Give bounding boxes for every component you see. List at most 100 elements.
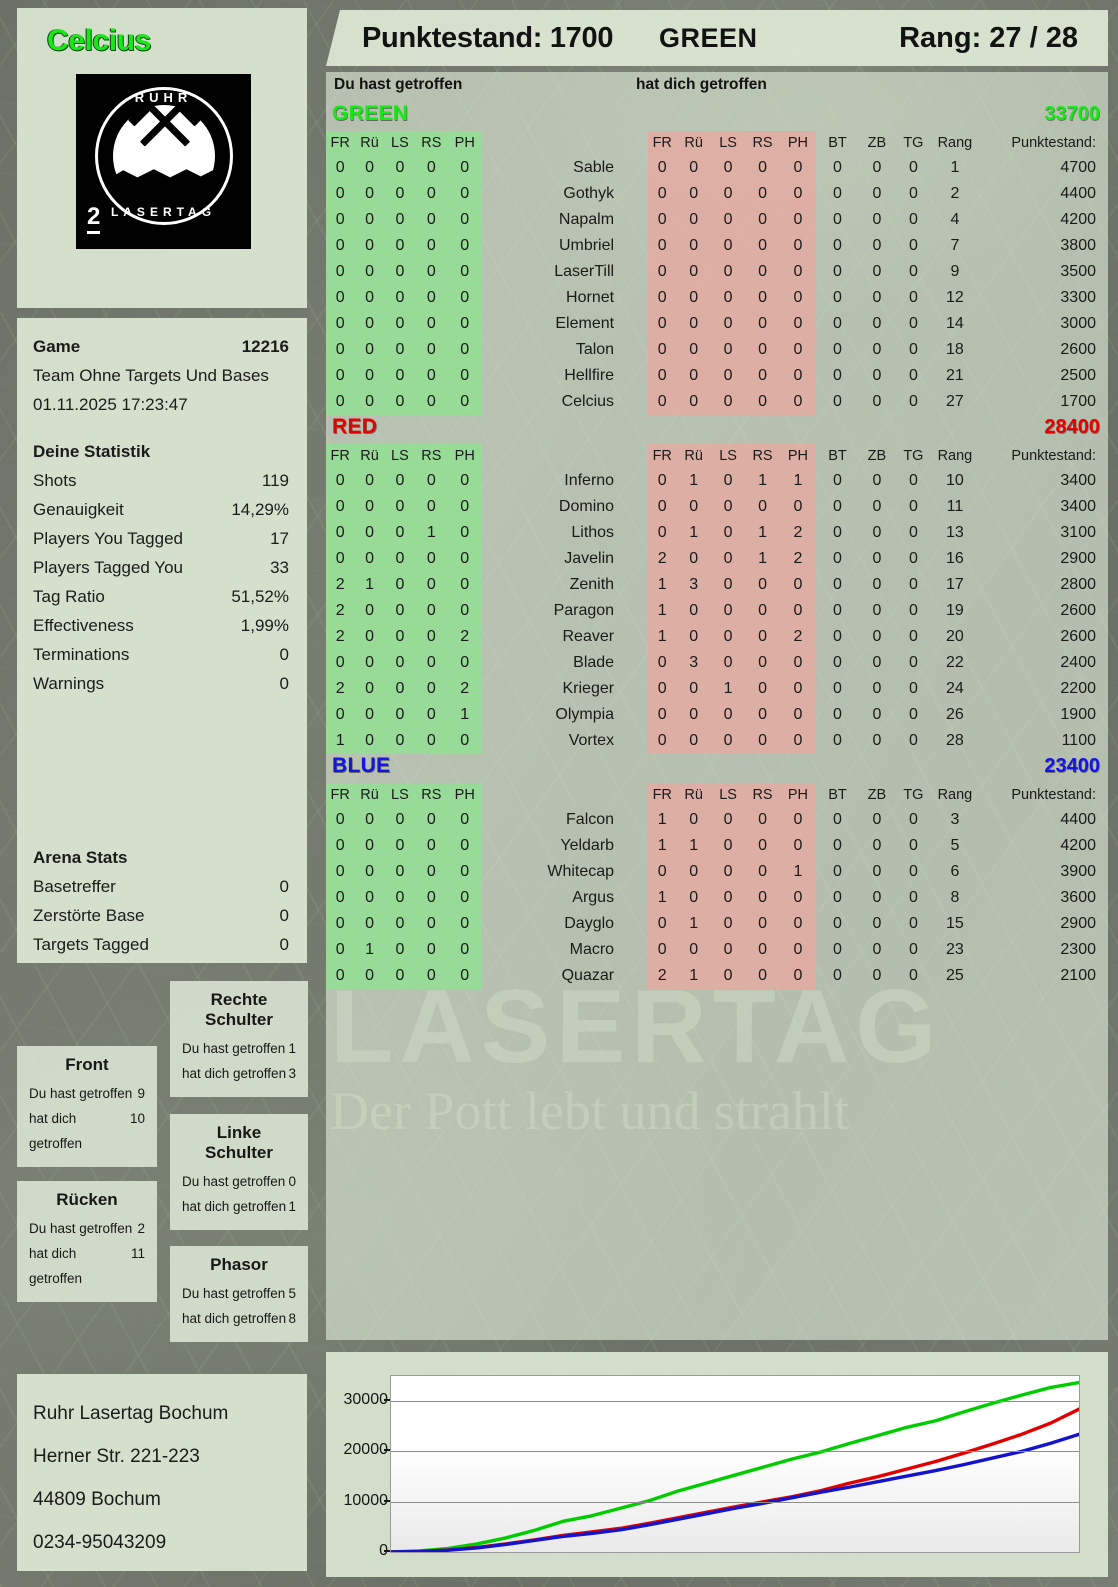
th-right-FR: FR	[648, 131, 677, 155]
cell-left: 0	[384, 389, 416, 415]
th-left-PH: PH	[447, 783, 482, 807]
cell-extra: 0	[908, 915, 918, 932]
cell-left: 0	[326, 363, 355, 389]
zone-hit-row: Du hast getroffen 5	[182, 1281, 296, 1306]
cell-right: 0	[745, 885, 780, 911]
player-name: Celcius	[47, 24, 151, 57]
logo-number: 2	[87, 205, 101, 234]
cell-points: 4700	[1060, 159, 1096, 176]
cell-left: 0	[447, 233, 482, 259]
cell-left: 0	[447, 207, 482, 233]
table-row[interactable]: 2 0 0 0 0 Paragon 1 0 0 0 0 0 0 0 19 2600	[326, 598, 1108, 624]
table-row[interactable]: 0 0 0 0 0 Whitecap 0 0 0 0 1 0 0 0 6 3900	[326, 859, 1108, 885]
table-row[interactable]: 0 0 0 0 0 Javelin 2 0 0 1 2 0 0 0 16 2900	[326, 546, 1108, 572]
table-row[interactable]: 2 0 0 0 2 Reaver 1 0 0 0 2 0 0 0 20 2600	[326, 624, 1108, 650]
zone-title: Front	[65, 1055, 109, 1074]
stats-section-title: Deine Statistik	[33, 442, 151, 461]
zone-title: Linke Schulter	[204, 1123, 274, 1162]
table-row[interactable]: 0 0 0 1 0 Lithos 0 1 0 1 2 0 0 0 13 3100	[326, 520, 1108, 546]
table-row[interactable]: 0 0 0 0 0 Celcius 0 0 0 0 0 0 0 0 27 1700	[326, 389, 1108, 415]
table-row[interactable]: 0 0 0 0 0 Element 0 0 0 0 0 0 0 0 14 3000	[326, 311, 1108, 337]
zone-title: Phasor	[210, 1255, 268, 1274]
cell-right: 0	[648, 728, 677, 754]
cell-left: 0	[415, 155, 448, 181]
cell-left: 1	[326, 728, 355, 754]
th-extra-Rang: Rang	[937, 135, 973, 151]
table-row[interactable]: 2 0 0 0 2 Krieger 0 0 1 0 0 0 0 0 24 2200	[326, 676, 1108, 702]
table-row[interactable]: 0 0 0 0 0 Dayglo 0 1 0 0 0 0 0 0 15 2900	[326, 911, 1108, 937]
table-row[interactable]: 0 0 0 0 0 Napalm 0 0 0 0 0 0 0 0 4 4200	[326, 207, 1108, 233]
team-total-score: 28400	[1044, 416, 1100, 438]
cell-right: 1	[676, 520, 711, 546]
table-row[interactable]: 0 0 0 0 0 Inferno 0 1 0 1 1 0 0 0 10 3400	[326, 468, 1108, 494]
table-row[interactable]: 1 0 0 0 0 Vortex 0 0 0 0 0 0 0 0 28 1100	[326, 728, 1108, 754]
zone-gothit-value: 1	[288, 1199, 296, 1214]
cell-right: 1	[648, 572, 677, 598]
cell-left: 0	[384, 859, 416, 885]
cell-left: 1	[354, 572, 385, 598]
table-row[interactable]: 0 0 0 0 0 Sable 0 0 0 0 0 0 0 0 1 4700	[326, 155, 1108, 181]
cell-right: 0	[648, 676, 677, 702]
cell-right: 1	[710, 676, 746, 702]
arena-row: Basetreffer 0	[33, 872, 289, 901]
table-header-row: FR Rü LS RS PH FR Rü LS RS PH BT ZB TG Rang Punktestan…	[326, 783, 1108, 807]
th-player-name	[482, 783, 648, 807]
table-row[interactable]: 0 0 0 0 0 Hornet 0 0 0 0 0 0 0 0 12 3300	[326, 285, 1108, 311]
zone-hit-value: 1	[288, 1041, 296, 1056]
table-row[interactable]: 0 0 0 0 0 Blade 0 3 0 0 0 0 0 0 22 2400	[326, 650, 1108, 676]
cell-extra: 0	[908, 654, 918, 671]
cell-right: 2	[779, 624, 817, 650]
table-row[interactable]: 0 0 0 0 0 Talon 0 0 0 0 0 0 0 0 18 2600	[326, 337, 1108, 363]
cell-right: 1	[745, 468, 780, 494]
cell-left: 0	[415, 833, 448, 859]
cell-left: 0	[447, 155, 482, 181]
table-row[interactable]: 0 0 0 0 0 LaserTill 0 0 0 0 0 0 0 0 9 3500	[326, 259, 1108, 285]
cell-left: 0	[354, 337, 385, 363]
table-row[interactable]: 2 1 0 0 0 Zenith 1 3 0 0 0 0 0 0 17 2800	[326, 572, 1108, 598]
cell-right: 0	[648, 233, 677, 259]
th-right-Rü: Rü	[676, 131, 711, 155]
header-bar: Punktestand: 1700 GREEN Rang: 27 / 28	[326, 10, 1108, 66]
table-row[interactable]: 0 0 0 0 0 Quazar 2 1 0 0 0 0 0 0 25 2100	[326, 963, 1108, 989]
cell-left: 0	[354, 598, 385, 624]
cell-left: 0	[354, 676, 385, 702]
cell-rank: 11	[946, 498, 964, 515]
table-row[interactable]: 0 0 0 0 0 Gothyk 0 0 0 0 0 0 0 0 2 4400	[326, 181, 1108, 207]
table-row[interactable]: 0 0 0 0 1 Olympia 0 0 0 0 0 0 0 0 26 1900	[326, 702, 1108, 728]
cell-points: 3400	[1060, 472, 1096, 489]
chart-y-tick-mark	[384, 1399, 391, 1402]
cell-right: 0	[710, 207, 746, 233]
table-row[interactable]: 0 0 0 0 0 Falcon 1 0 0 0 0 0 0 0 3 4400	[326, 807, 1108, 833]
cell-right: 0	[745, 337, 780, 363]
stat-row: Genauigkeit 14,29%	[33, 495, 289, 524]
table-row[interactable]: 0 0 0 0 0 Hellfire 0 0 0 0 0 0 0 0 21 2500	[326, 363, 1108, 389]
cell-extra: 0	[872, 393, 882, 410]
table-row[interactable]: 0 0 0 0 0 Umbriel 0 0 0 0 0 0 0 0 7 3800	[326, 233, 1108, 259]
cell-left: 0	[447, 937, 482, 963]
cell-player-name: Umbriel	[558, 237, 615, 254]
cell-points: 4400	[1060, 811, 1096, 828]
stat-label: Genauigkeit	[33, 500, 124, 519]
cell-extra: 0	[872, 185, 882, 202]
cell-right: 0	[779, 598, 817, 624]
header-team: GREEN	[659, 22, 758, 53]
cell-left: 0	[354, 650, 385, 676]
cell-left: 0	[384, 885, 416, 911]
stat-value: 0	[279, 674, 289, 693]
cell-right: 0	[745, 859, 780, 885]
cell-extra: 0	[833, 289, 842, 306]
table-row[interactable]: 0 0 0 0 0 Domino 0 0 0 0 0 0 0 0 11 3400	[326, 494, 1108, 520]
cell-points: 2100	[1060, 967, 1096, 984]
cell-left: 0	[384, 676, 416, 702]
th-left-FR: FR	[326, 131, 355, 155]
cell-extra: 0	[872, 211, 882, 228]
th-right-FR: FR	[648, 444, 677, 468]
table-row[interactable]: 0 1 0 0 0 Macro 0 0 0 0 0 0 0 0 23 2300	[326, 937, 1108, 963]
table-row[interactable]: 0 0 0 0 0 Yeldarb 1 1 0 0 0 0 0 0 5 4200	[326, 833, 1108, 859]
address-line: 44809 Bochum	[33, 1489, 161, 1510]
cell-right: 0	[710, 728, 746, 754]
player-panel: Celcius RUHR LASERTAG 2	[17, 8, 307, 308]
cell-player-name: LaserTill	[554, 263, 615, 280]
table-row[interactable]: 0 0 0 0 0 Argus 1 0 0 0 0 0 0 0 8 3600	[326, 885, 1108, 911]
team-table: FR Rü LS RS PH FR Rü LS RS PH BT ZB TG Rang Punktestan…	[326, 444, 1108, 754]
